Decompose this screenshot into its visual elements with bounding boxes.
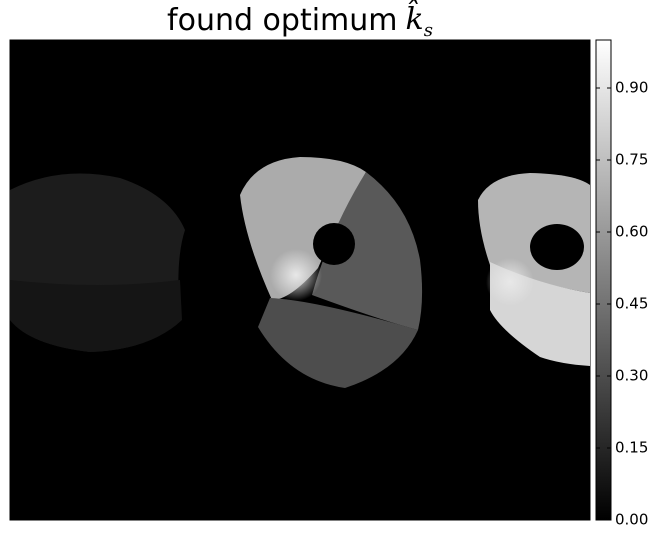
colorbar-tick-label: 0.90 — [615, 79, 648, 97]
hole — [313, 223, 355, 265]
region — [258, 298, 418, 388]
colorbar-tick-label: 0.45 — [615, 295, 648, 313]
colorbar-tick-label: 0.60 — [615, 223, 648, 241]
colorbar-tick-label: 0.75 — [615, 151, 648, 169]
colorbar-tick-label: 0.15 — [615, 439, 648, 457]
colorbar-tick-label: 0.00 — [615, 511, 648, 529]
hole — [530, 224, 584, 270]
title-subscript: s — [424, 20, 433, 41]
image — [9, 39, 591, 521]
region — [240, 157, 366, 300]
highlight — [270, 249, 322, 301]
title-text: found optimum — [167, 3, 397, 38]
colorbar-tick-label: 0.30 — [615, 367, 648, 385]
highlight — [486, 258, 534, 306]
title-symbol: k̂ — [406, 0, 424, 37]
region — [312, 172, 423, 330]
region — [10, 280, 182, 352]
chart-title: found optimum k̂s — [167, 0, 433, 41]
